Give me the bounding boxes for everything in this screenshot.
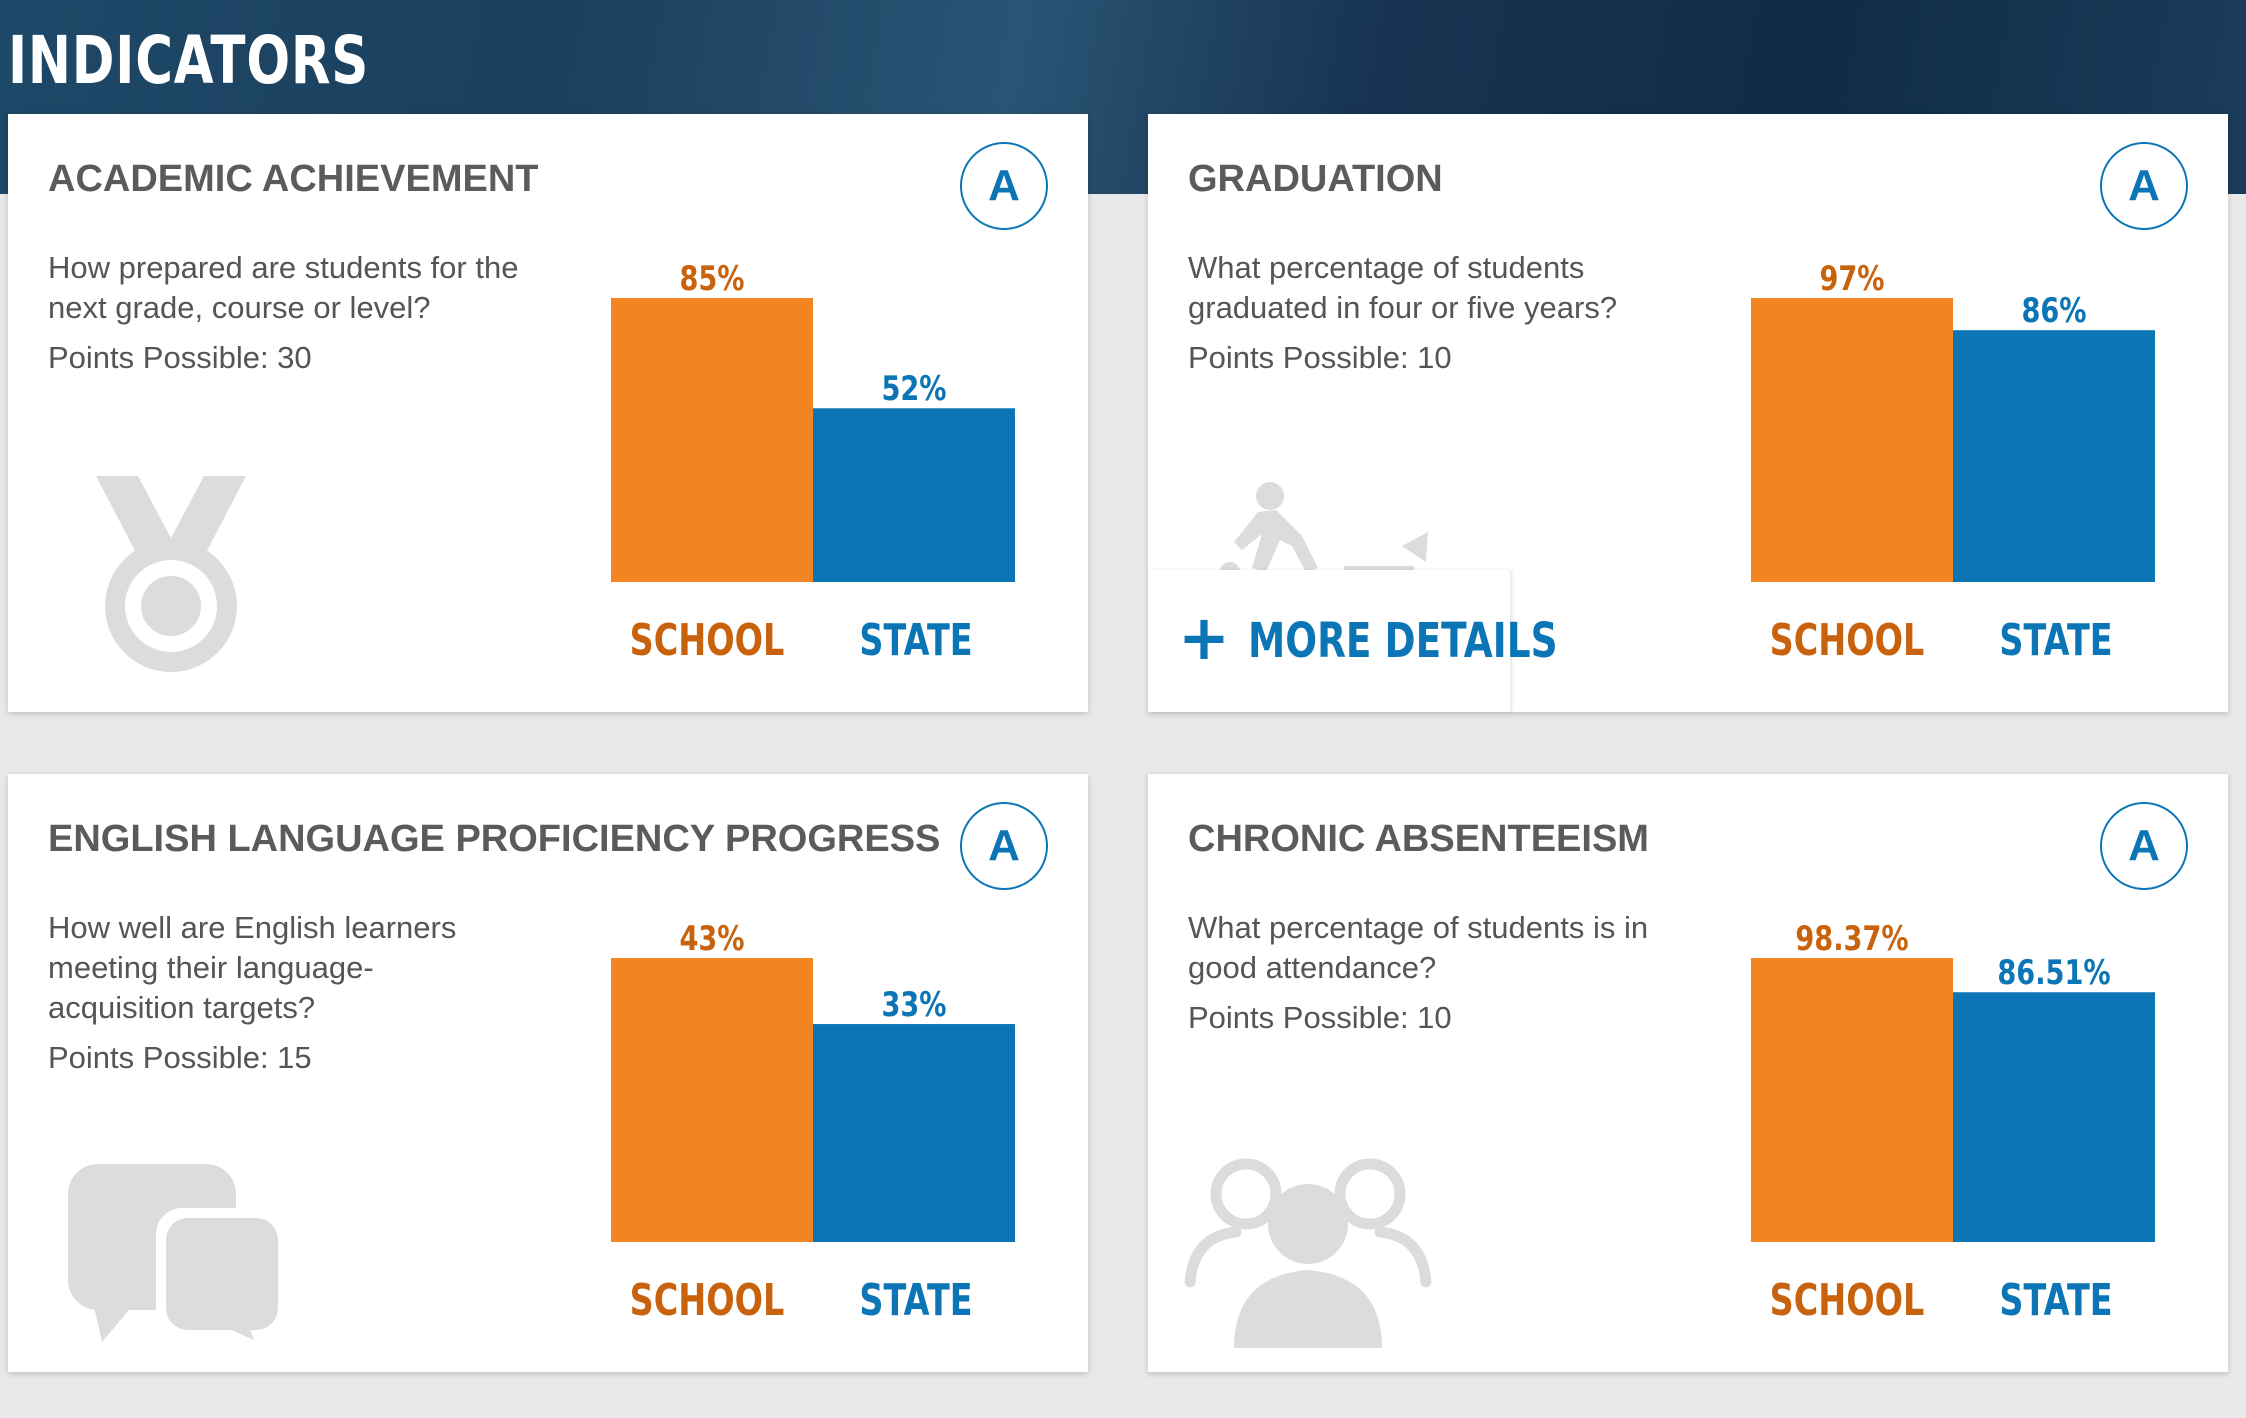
plus-icon: + <box>1178 601 1230 674</box>
value-label-school: 85% <box>679 259 744 299</box>
card-question: How prepared are students for the next g… <box>48 248 548 378</box>
medal-icon <box>96 476 246 672</box>
value-label-state: 86.51% <box>1997 953 2110 993</box>
bar-chart: 97% SCHOOL 86% STATE <box>1751 259 2155 667</box>
card-title: ENGLISH LANGUAGE PROFICIENCY PROGRESS <box>48 818 941 860</box>
card-chronic-absenteeism: CHRONIC ABSENTEEISM A What percentage of… <box>1148 774 2228 1372</box>
card-question: How well are English learners meeting th… <box>48 908 488 1078</box>
category-label-state: STATE <box>1999 1276 2112 1327</box>
points-possible: Points Possible: 10 <box>1188 1000 1452 1035</box>
people-group-icon <box>1184 1158 1432 1348</box>
points-possible: Points Possible: 10 <box>1188 340 1452 375</box>
more-details-label: MORE DETAILS <box>1247 613 1558 669</box>
grade-badge: A <box>960 142 1048 230</box>
bar-school <box>1751 298 1953 582</box>
bar-chart: 85% SCHOOL 52% STATE <box>611 259 1015 667</box>
value-label-state: 52% <box>881 369 946 409</box>
more-details-button[interactable]: + MORE DETAILS <box>1150 570 1557 712</box>
page-title: INDICATORS <box>8 22 370 99</box>
card-title: ACADEMIC ACHIEVEMENT <box>48 158 539 200</box>
card-graduation: GRADUATION A What percentage of students… <box>1148 114 2228 712</box>
value-label-state: 86% <box>2021 291 2086 331</box>
category-label-state: STATE <box>859 616 972 667</box>
value-label-school: 98.37% <box>1795 919 1908 959</box>
value-label-school: 43% <box>679 919 744 959</box>
grade-badge: A <box>960 802 1048 890</box>
category-label-school: SCHOOL <box>630 1276 785 1327</box>
bar-state <box>1953 992 2155 1242</box>
bar-state <box>813 1024 1015 1242</box>
category-label-state: STATE <box>1999 616 2112 667</box>
category-label-school: SCHOOL <box>1770 1276 1925 1327</box>
bar-school <box>611 298 813 582</box>
bar-school <box>1751 958 1953 1242</box>
value-label-state: 33% <box>881 985 946 1025</box>
question-text: How prepared are students for the next g… <box>48 250 519 325</box>
card-question: What percentage of students graduated in… <box>1188 248 1688 378</box>
card-english-language-proficiency: ENGLISH LANGUAGE PROFICIENCY PROGRESS A … <box>8 774 1088 1372</box>
bar-state <box>813 408 1015 582</box>
card-title: GRADUATION <box>1188 158 1443 200</box>
points-possible: Points Possible: 15 <box>48 1040 312 1075</box>
category-label-school: SCHOOL <box>1770 616 1925 667</box>
bar-school <box>611 958 813 1242</box>
bar-state <box>1953 330 2155 582</box>
grade-badge: A <box>2100 802 2188 890</box>
question-text: What percentage of students is in good a… <box>1188 910 1649 985</box>
category-label-state: STATE <box>859 1276 972 1327</box>
bar-chart: 43% SCHOOL 33% STATE <box>611 919 1015 1327</box>
question-text: How well are English learners meeting th… <box>48 910 457 1025</box>
grade-badge: A <box>2100 142 2188 230</box>
question-text: What percentage of students graduated in… <box>1188 250 1618 325</box>
bar-chart: 98.37% SCHOOL 86.51% STATE <box>1751 919 2155 1327</box>
speech-bubbles-icon <box>68 1164 284 1342</box>
card-question: What percentage of students is in good a… <box>1188 908 1688 1038</box>
card-title: CHRONIC ABSENTEEISM <box>1188 818 1649 860</box>
category-label-school: SCHOOL <box>630 616 785 667</box>
points-possible: Points Possible: 30 <box>48 340 312 375</box>
card-academic-achievement: ACADEMIC ACHIEVEMENT A How prepared are … <box>8 114 1088 712</box>
value-label-school: 97% <box>1819 259 1884 299</box>
